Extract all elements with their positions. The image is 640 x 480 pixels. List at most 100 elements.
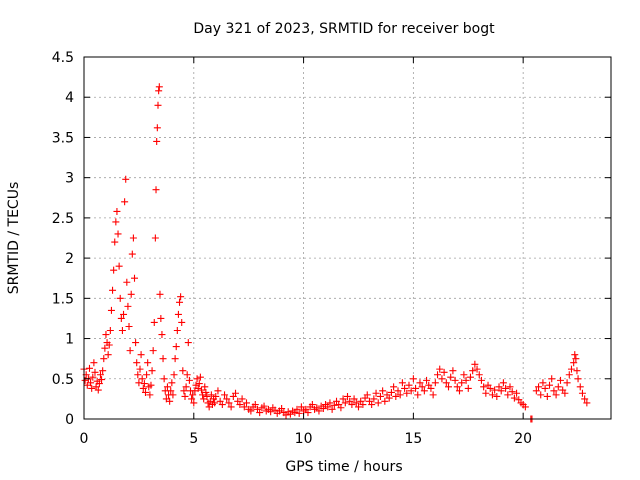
- data-point: [502, 384, 510, 392]
- y-tick-label: 0.5: [52, 372, 74, 388]
- data-point: [256, 409, 264, 417]
- data-point: [475, 371, 483, 379]
- data-point: [473, 365, 481, 373]
- data-point: [236, 401, 244, 409]
- data-point: [95, 380, 103, 388]
- data-point: [136, 365, 144, 373]
- y-axis-label: SRMTID / TECUs: [6, 182, 22, 295]
- data-point: [131, 274, 139, 282]
- data-point: [223, 395, 231, 403]
- data-point: [126, 347, 134, 355]
- data-point: [157, 314, 165, 322]
- data-point: [190, 399, 198, 407]
- data-point: [398, 379, 406, 387]
- data-point: [315, 407, 323, 415]
- data-point: [185, 376, 193, 384]
- data-point: [352, 399, 360, 407]
- data-point: [394, 387, 402, 395]
- data-point: [184, 339, 192, 347]
- data-point: [267, 408, 275, 416]
- data-point: [172, 343, 180, 351]
- data-point: [447, 373, 455, 381]
- data-point: [374, 399, 382, 407]
- data-point: [196, 373, 204, 381]
- x-tick-label: 5: [189, 431, 198, 447]
- data-point: [504, 391, 512, 399]
- data-point: [109, 286, 117, 294]
- data-point: [238, 395, 246, 403]
- data-point: [146, 391, 154, 399]
- data-point: [148, 367, 156, 375]
- data-point: [153, 137, 161, 145]
- data-point: [98, 376, 106, 384]
- data-point: [392, 392, 400, 400]
- data-point: [506, 383, 514, 391]
- data-point: [427, 384, 435, 392]
- data-point: [543, 392, 551, 400]
- y-tick-label: 0: [65, 412, 74, 428]
- data-point: [370, 395, 378, 403]
- data-point: [423, 376, 431, 384]
- data-point: [218, 401, 226, 409]
- data-point: [129, 234, 137, 242]
- data-point: [532, 387, 540, 395]
- data-point: [486, 384, 494, 392]
- data-point: [118, 327, 126, 335]
- data-point: [102, 331, 110, 339]
- data-point: [561, 389, 569, 397]
- data-point: [147, 381, 155, 389]
- data-point: [177, 293, 185, 301]
- data-point: [139, 384, 147, 392]
- data-point: [132, 339, 140, 347]
- data-point: [403, 389, 411, 397]
- data-point: [169, 391, 177, 399]
- data-point: [144, 359, 152, 367]
- data-point: [458, 379, 466, 387]
- data-point: [348, 401, 356, 409]
- data-point: [324, 403, 332, 411]
- data-point: [429, 391, 437, 399]
- data-point: [550, 387, 558, 395]
- data-point: [572, 355, 580, 363]
- chart-title: Day 321 of 2023, SRMTID for receiver bog…: [193, 21, 495, 37]
- data-point: [293, 405, 301, 413]
- data-point: [350, 395, 358, 403]
- data-point: [123, 278, 131, 286]
- data-point: [278, 405, 286, 413]
- data-point: [385, 394, 393, 402]
- data-point: [376, 392, 384, 400]
- data-point: [171, 355, 179, 363]
- data-point: [193, 375, 201, 383]
- data-point: [295, 409, 303, 417]
- data-point: [260, 402, 268, 410]
- data-point: [372, 389, 380, 397]
- data-point: [482, 389, 490, 397]
- data-point: [127, 290, 135, 298]
- data-point: [460, 371, 468, 379]
- data-point: [106, 327, 114, 335]
- y-tick-label: 2: [65, 251, 74, 267]
- data-point: [178, 318, 186, 326]
- data-point: [141, 388, 149, 396]
- y-tick-label: 4.5: [52, 50, 74, 66]
- data-point: [508, 388, 516, 396]
- data-point: [304, 409, 312, 417]
- data-point: [436, 365, 444, 373]
- data-point: [453, 383, 461, 391]
- data-point: [326, 399, 334, 407]
- data-point: [445, 383, 453, 391]
- x-tick-label: 0: [80, 431, 89, 447]
- data-point: [405, 381, 413, 389]
- data-point: [341, 399, 349, 407]
- data-point: [546, 381, 554, 389]
- data-point: [387, 388, 395, 396]
- x-tick-label: 10: [295, 431, 313, 447]
- data-point: [155, 83, 163, 91]
- data-point: [143, 371, 151, 379]
- data-point: [225, 399, 233, 407]
- data-point: [133, 359, 141, 367]
- data-point: [578, 389, 586, 397]
- data-point: [181, 392, 189, 400]
